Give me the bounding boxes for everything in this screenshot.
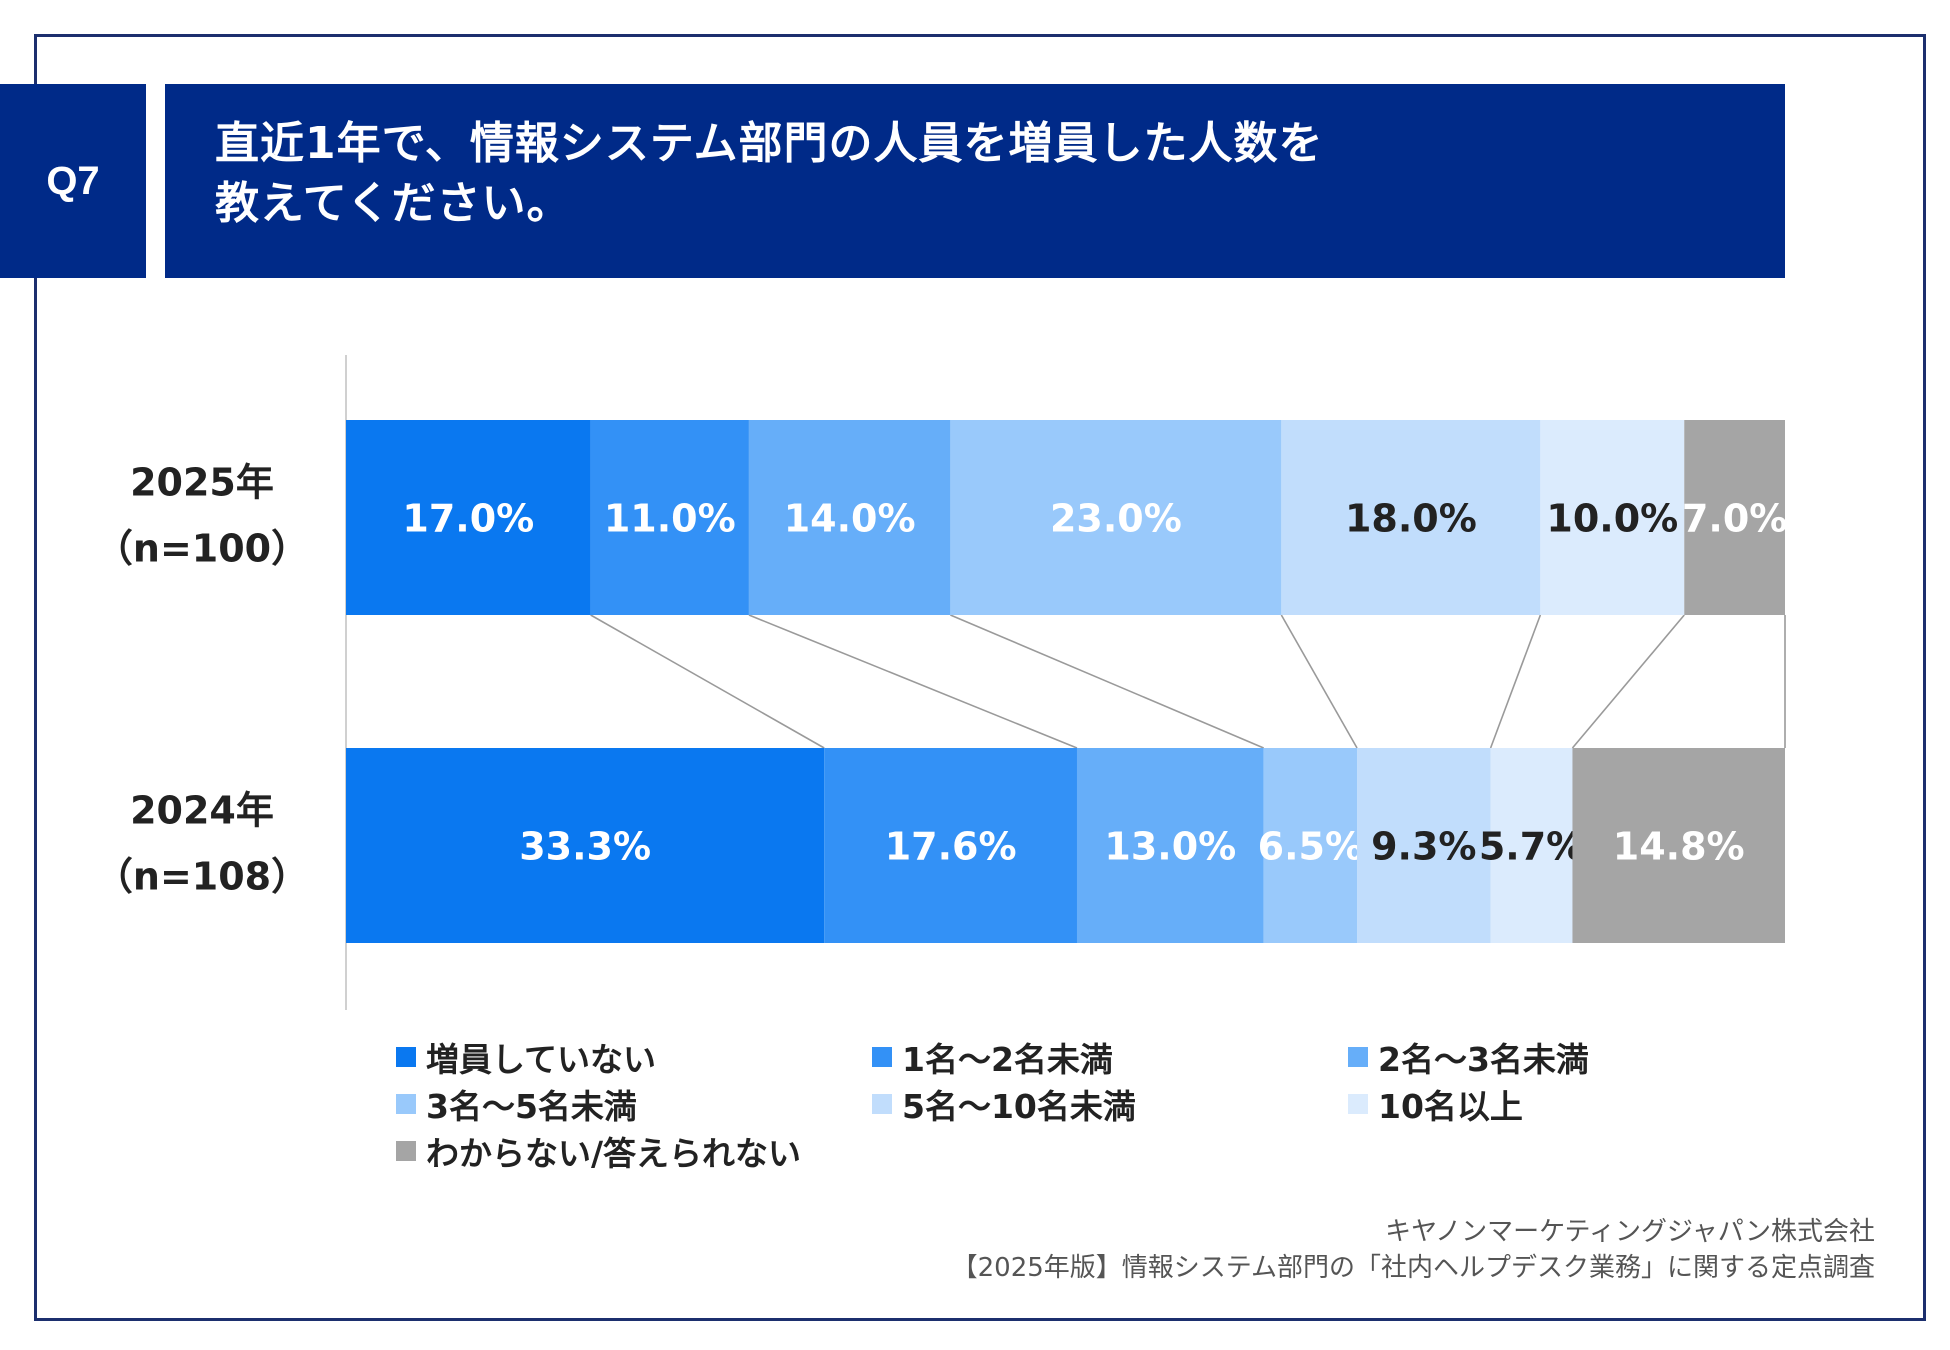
data-label-1-3: 14.0% [784, 497, 916, 541]
data-label-1-6: 10.0% [1546, 497, 1678, 541]
bar-segment-2-5 [1357, 748, 1491, 943]
legend-swatch-1 [396, 1047, 416, 1067]
data-label-1-1: 17.0% [402, 497, 534, 541]
legend-item-7: わからない/答えられない [396, 1132, 872, 1173]
question-text-line-2: 教えてください。 [215, 178, 572, 229]
legend-item-2: 1名～2名未満 [872, 1038, 1348, 1079]
bar-segment-1-1 [346, 420, 591, 615]
bar-segment-2-7 [1572, 748, 1785, 943]
question-header: 直近1年で、情報システム部門の人員を増員した人数を 教えてください。 [165, 84, 1785, 278]
data-label-2-6: 5.7% [1479, 825, 1584, 869]
bar-segment-1-4 [950, 420, 1282, 615]
bar-segment-2-1 [346, 748, 825, 943]
series-line-6 [1571, 614, 1685, 749]
category-label-1-year: 2025年 [130, 461, 274, 505]
legend-swatch-4 [396, 1094, 416, 1114]
data-label-2-1: 33.3% [519, 825, 651, 869]
legend-swatch-3 [1348, 1047, 1368, 1067]
data-label-2-7: 14.8% [1613, 825, 1745, 869]
legend-swatch-2 [872, 1047, 892, 1067]
series-line-5 [1489, 614, 1542, 749]
question-number-badge: Q7 [0, 84, 146, 278]
data-label-1-5: 18.0% [1345, 497, 1477, 541]
legend-item-1: 増員していない [396, 1038, 872, 1079]
bar-segment-2-3 [1076, 748, 1264, 943]
legend-item-4: 3名～5名未満 [396, 1085, 872, 1126]
bar-segment-2-4 [1263, 748, 1358, 943]
bar-segment-1-5 [1281, 420, 1541, 615]
bar-segment-1-7 [1684, 420, 1785, 615]
legend-item-5: 5名～10名未満 [872, 1085, 1348, 1126]
data-label-1-7: 7.0% [1682, 497, 1787, 541]
data-label-2-5: 9.3% [1371, 825, 1476, 869]
slide-frame [34, 34, 1926, 1321]
series-line-3 [950, 614, 1264, 749]
legend-swatch-5 [872, 1094, 892, 1114]
data-label-2-3: 13.0% [1104, 825, 1236, 869]
legend-label-3: 2名～3名未満 [1378, 1040, 1589, 1079]
bar-segment-1-3 [748, 420, 951, 615]
legend-label-2: 1名～2名未満 [902, 1040, 1113, 1079]
legend-label-7: わからない/答えられない [426, 1134, 802, 1173]
bar-segment-2-6 [1490, 748, 1573, 943]
question-number: Q7 [46, 158, 100, 203]
legend-item-3: 2名～3名未満 [1348, 1038, 1648, 1079]
legend-swatch-6 [1348, 1094, 1368, 1114]
question-text-line-1: 直近1年で、情報システム部門の人員を増員した人数を [215, 118, 1324, 169]
series-line-1 [590, 614, 825, 749]
data-label-1-2: 11.0% [604, 497, 736, 541]
bar-segment-1-6 [1540, 420, 1685, 615]
data-label-2-4: 6.5% [1258, 825, 1363, 869]
legend-label-6: 10名以上 [1378, 1087, 1523, 1126]
legend-label-4: 3名～5名未満 [426, 1087, 637, 1126]
legend-item-6: 10名以上 [1348, 1085, 1648, 1126]
category-label-1-n: （n=100） [95, 527, 309, 571]
legend-label-1: 増員していない [426, 1040, 657, 1079]
series-line-4 [1280, 614, 1358, 749]
legend-swatch-7 [396, 1141, 416, 1161]
category-label-2-year: 2024年 [130, 789, 274, 833]
bar-segment-2-2 [824, 748, 1077, 943]
data-label-1-4: 23.0% [1050, 497, 1182, 541]
footer-survey: 【2025年版】情報システム部門の「社内ヘルプデスク業務」に関する定点調査 [951, 1253, 1875, 1283]
bar-segment-1-2 [590, 420, 749, 615]
footer-company: キヤノンマーケティングジャパン株式会社 [1385, 1217, 1875, 1247]
series-line-2 [748, 614, 1078, 749]
legend-label-5: 5名～10名未満 [902, 1087, 1136, 1126]
source-footer: キヤノンマーケティングジャパン株式会社 【2025年版】情報システム部門の「社内… [952, 1214, 1875, 1286]
data-label-2-2: 17.6% [885, 825, 1017, 869]
chart-legend: 増員していない 1名～2名未満 2名～3名未満 3名～5名未満 5名～10名未満 10名以… [396, 1038, 1696, 1173]
category-label-2-n: （n=108） [95, 855, 309, 899]
